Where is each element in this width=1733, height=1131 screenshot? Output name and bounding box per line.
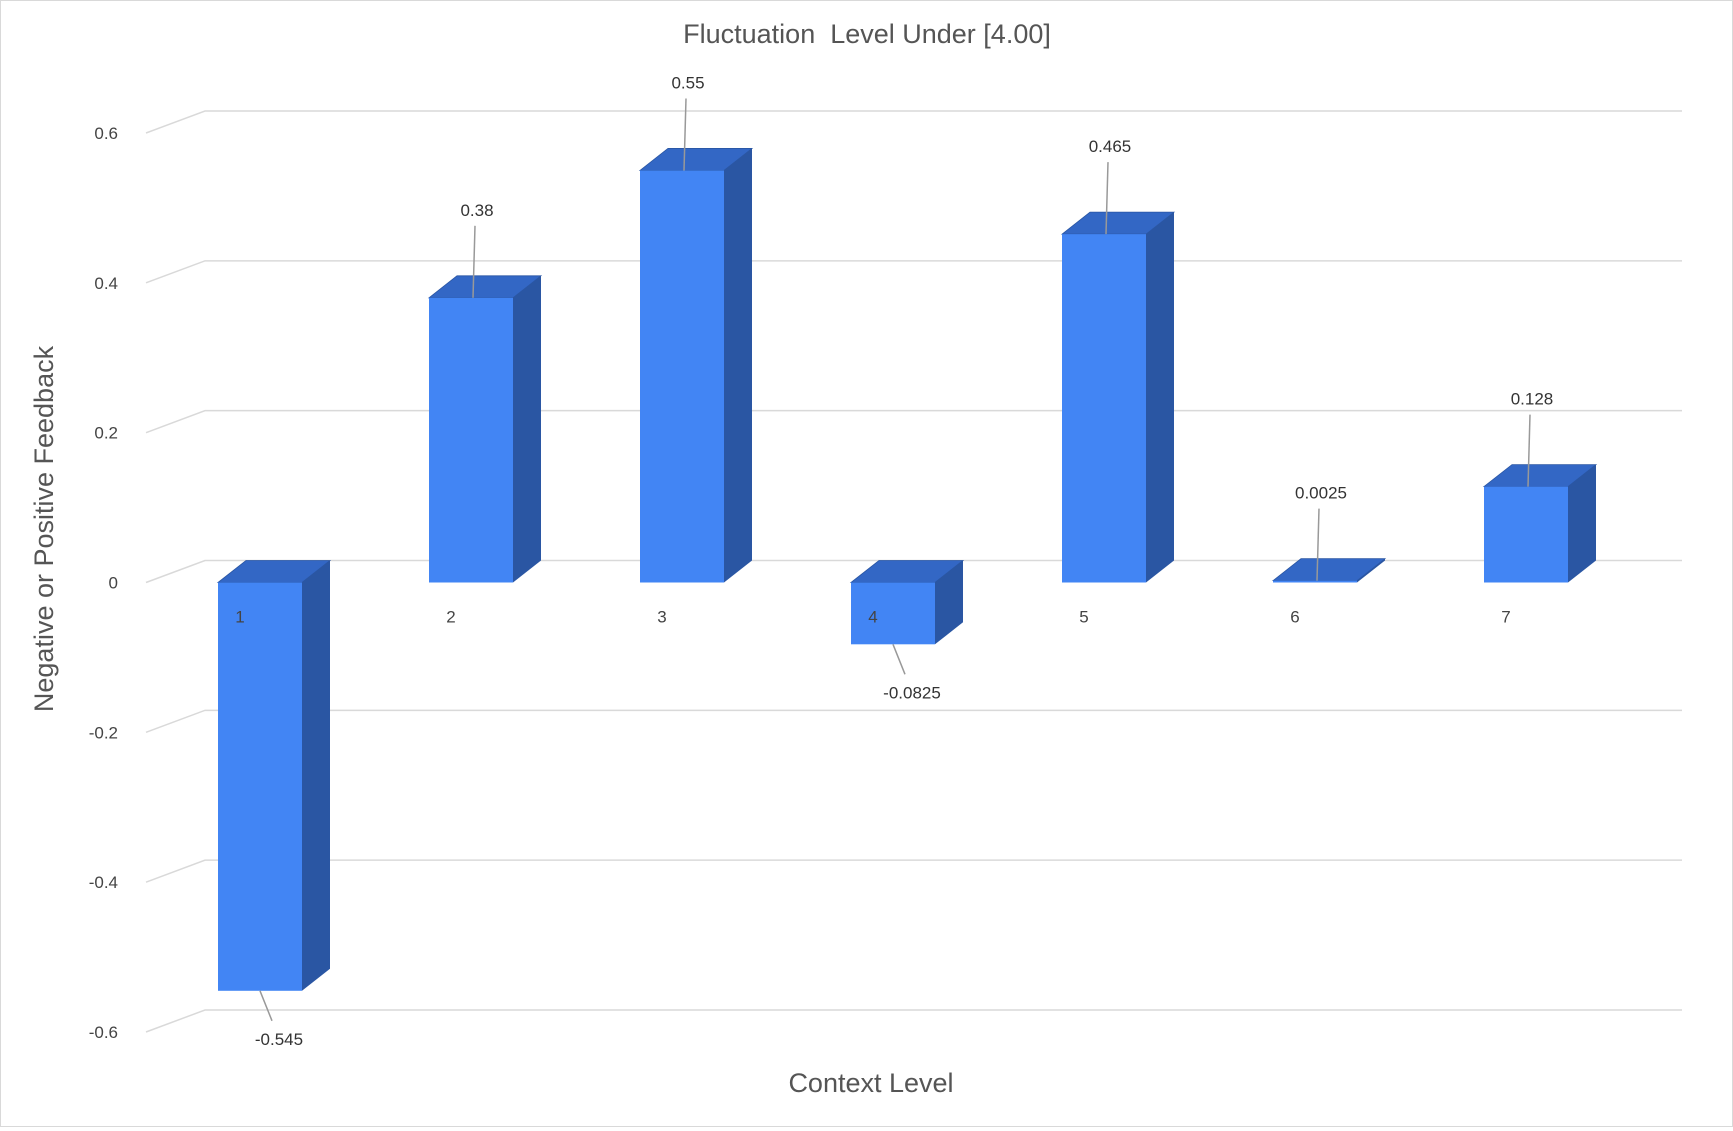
data-label: 0.128 <box>1511 390 1554 409</box>
chart-title: Fluctuation Level Under [4.00] <box>683 19 1051 49</box>
gridline <box>145 260 1682 284</box>
data-label: -0.0825 <box>883 683 941 702</box>
bars <box>216 148 1598 991</box>
bar-side <box>1568 464 1596 583</box>
y-tick-label: -0.2 <box>89 723 118 742</box>
leader-line <box>892 644 906 675</box>
y-tick-label: -0.6 <box>89 1023 118 1042</box>
y-tick-label: 0.6 <box>94 124 118 143</box>
x-tick-label: 3 <box>657 608 666 627</box>
data-labels: -0.545 0.38 0.55 -0.0825 0.465 0.0025 0.128 <box>255 73 1553 1048</box>
bar <box>1484 486 1568 583</box>
gridline <box>145 110 1682 134</box>
bar-side <box>513 275 541 583</box>
bar <box>640 170 724 583</box>
bar-top <box>1271 558 1387 582</box>
gridline <box>145 859 1682 883</box>
bar-side <box>724 148 752 583</box>
data-label: 0.0025 <box>1295 484 1347 503</box>
bar <box>1273 580 1357 583</box>
leader-line <box>1527 414 1531 487</box>
bar <box>218 582 302 991</box>
gridline <box>145 709 1682 734</box>
y-tick-label: -0.4 <box>89 873 118 892</box>
y-tick-label: 0.2 <box>94 424 118 443</box>
leader-line <box>1316 508 1320 581</box>
x-tick-label: 7 <box>1501 608 1510 627</box>
y-axis-ticks: -0.6 -0.4 -0.2 0 0.2 0.4 0.6 <box>89 124 118 1042</box>
leader-line <box>472 225 476 298</box>
bar-side <box>302 560 330 991</box>
x-tick-label: 4 <box>868 608 877 627</box>
bar-side <box>935 560 963 645</box>
y-tick-label: 0 <box>109 574 118 593</box>
leader-line <box>1105 162 1109 235</box>
gridlines <box>145 110 1682 1033</box>
bar <box>1062 234 1146 583</box>
y-tick-label: 0.4 <box>94 274 118 293</box>
y-axis-title: Negative or Positive Feedback <box>29 345 59 712</box>
x-tick-label: 6 <box>1290 608 1299 627</box>
x-tick-label: 2 <box>446 608 455 627</box>
data-label: -0.545 <box>255 1030 303 1049</box>
x-tick-label: 1 <box>235 608 244 627</box>
data-label: 0.55 <box>671 73 704 92</box>
data-label: 0.38 <box>460 201 493 220</box>
bar <box>429 297 513 583</box>
bar <box>851 582 935 645</box>
x-tick-label: 5 <box>1079 608 1088 627</box>
x-axis-categories: 1 2 3 4 5 6 7 <box>235 608 1510 627</box>
bar-side <box>1146 212 1174 583</box>
leader-line <box>259 990 273 1022</box>
gridline <box>145 1009 1682 1033</box>
gridline <box>145 409 1682 434</box>
leader-line <box>683 98 687 171</box>
data-label: 0.465 <box>1089 137 1132 156</box>
x-axis-title: Context Level <box>788 1068 953 1098</box>
gridline <box>145 559 1682 584</box>
